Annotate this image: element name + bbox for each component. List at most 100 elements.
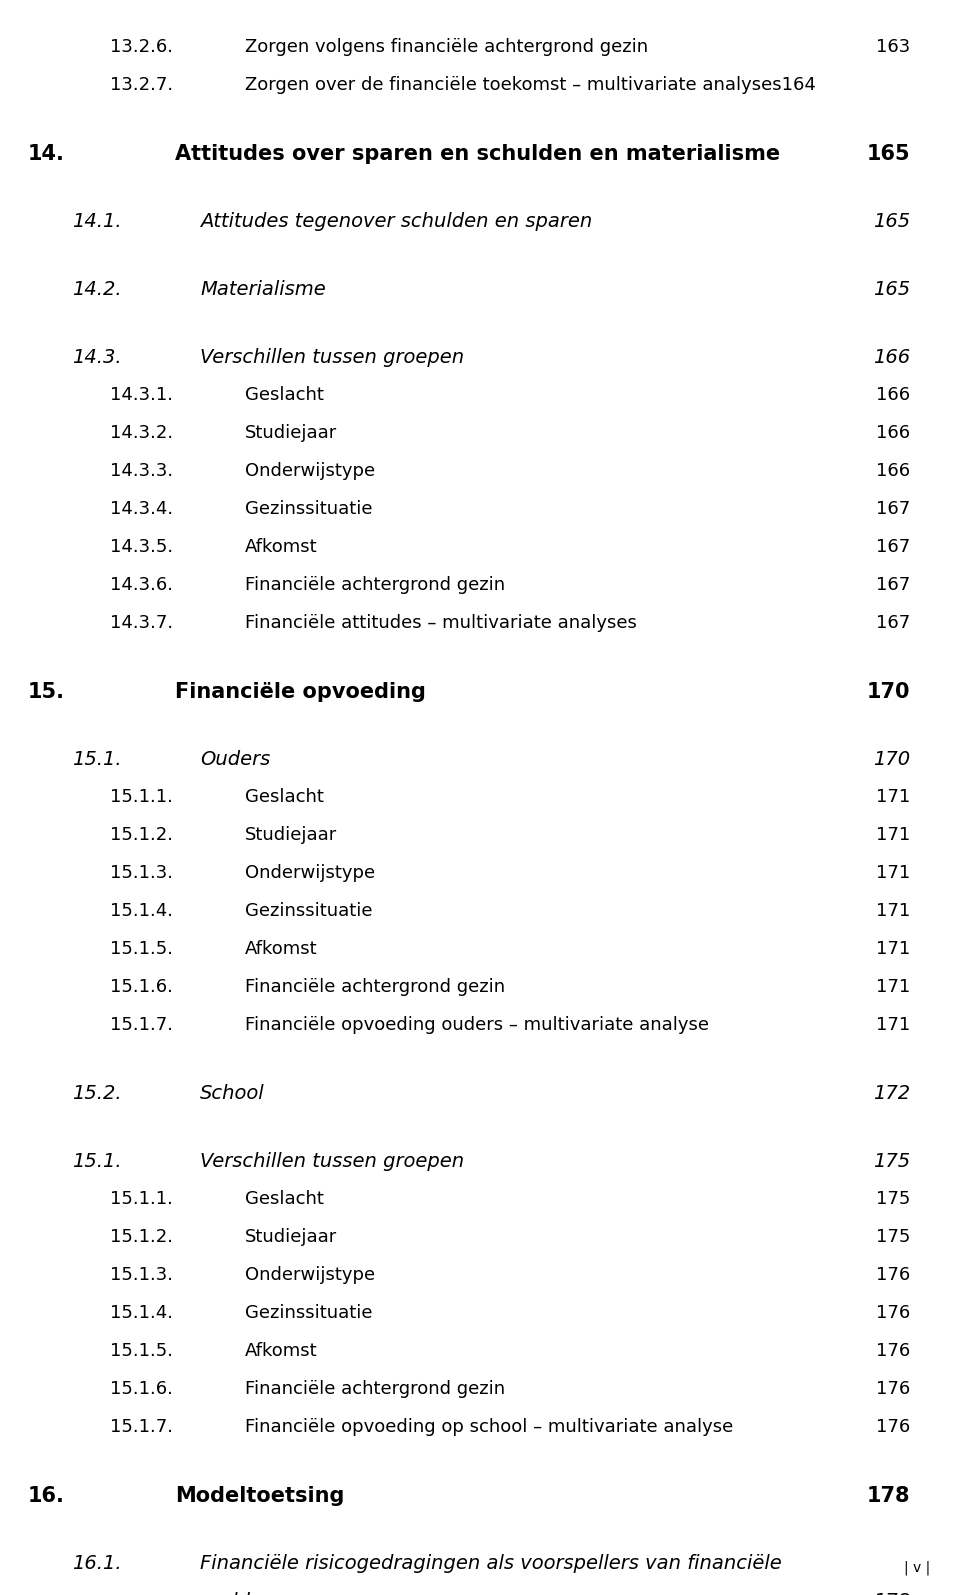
Text: 14.3.3.: 14.3.3. [110,463,173,480]
Text: 167: 167 [876,576,910,593]
Text: 16.1.: 16.1. [72,1554,122,1573]
Text: 171: 171 [876,864,910,882]
Text: 166: 166 [873,348,910,367]
Text: Afkomst: Afkomst [245,538,318,557]
Text: Geslacht: Geslacht [245,788,324,805]
Text: 171: 171 [876,826,910,844]
Text: 14.: 14. [28,144,65,164]
Text: 13.2.6.: 13.2.6. [110,38,173,56]
Text: Gezinssituatie: Gezinssituatie [245,1305,372,1322]
Text: 15.1.6.: 15.1.6. [110,978,173,995]
Text: Ouders: Ouders [200,750,271,769]
Text: 14.3.4.: 14.3.4. [110,499,173,518]
Text: 166: 166 [876,463,910,480]
Text: Financiële attitudes – multivariate analyses: Financiële attitudes – multivariate anal… [245,614,636,632]
Text: 171: 171 [876,788,910,805]
Text: | v |: | v | [903,1560,930,1574]
Text: 176: 176 [876,1305,910,1322]
Text: 14.3.: 14.3. [72,348,122,367]
Text: Studiejaar: Studiejaar [245,424,337,442]
Text: 15.1.: 15.1. [72,1152,122,1171]
Text: 176: 176 [876,1380,910,1397]
Text: 15.: 15. [28,683,65,702]
Text: 15.1.3.: 15.1.3. [110,864,173,882]
Text: 14.2.: 14.2. [72,281,122,298]
Text: 14.1.: 14.1. [72,212,122,231]
Text: 15.2.: 15.2. [72,1085,122,1104]
Text: 15.1.1.: 15.1.1. [110,1190,173,1207]
Text: 14.3.7.: 14.3.7. [110,614,173,632]
Text: 15.1.7.: 15.1.7. [110,1418,173,1436]
Text: 16.: 16. [28,1487,65,1506]
Text: 167: 167 [876,538,910,557]
Text: 171: 171 [876,903,910,920]
Text: 165: 165 [866,144,910,164]
Text: Studiejaar: Studiejaar [245,826,337,844]
Text: 170: 170 [873,750,910,769]
Text: Afkomst: Afkomst [245,1341,318,1361]
Text: Financiële achtergrond gezin: Financiële achtergrond gezin [245,978,505,995]
Text: 170: 170 [867,683,910,702]
Text: 15.1.6.: 15.1.6. [110,1380,173,1397]
Text: Financiële opvoeding ouders – multivariate analyse: Financiële opvoeding ouders – multivaria… [245,1016,709,1034]
Text: 15.1.: 15.1. [72,750,122,769]
Text: 15.1.4.: 15.1.4. [110,903,173,920]
Text: 14.3.5.: 14.3.5. [110,538,173,557]
Text: 15.1.3.: 15.1.3. [110,1266,173,1284]
Text: Financiële risicogedragingen als voorspellers van financiële: Financiële risicogedragingen als voorspe… [200,1554,781,1573]
Text: Geslacht: Geslacht [245,386,324,404]
Text: 15.1.5.: 15.1.5. [110,1341,173,1361]
Text: Geslacht: Geslacht [245,1190,324,1207]
Text: Verschillen tussen groepen: Verschillen tussen groepen [200,348,464,367]
Text: Verschillen tussen groepen: Verschillen tussen groepen [200,1152,464,1171]
Text: Attitudes over sparen en schulden en materialisme: Attitudes over sparen en schulden en mat… [175,144,780,164]
Text: Financiële opvoeding op school – multivariate analyse: Financiële opvoeding op school – multiva… [245,1418,733,1436]
Text: Zorgen volgens financiële achtergrond gezin: Zorgen volgens financiële achtergrond ge… [245,38,648,56]
Text: Afkomst: Afkomst [245,939,318,959]
Text: 165: 165 [873,212,910,231]
Text: Modeltoetsing: Modeltoetsing [175,1487,345,1506]
Text: 167: 167 [876,614,910,632]
Text: 172: 172 [873,1085,910,1104]
Text: 166: 166 [876,386,910,404]
Text: 15.1.2.: 15.1.2. [110,1228,173,1246]
Text: Onderwijstype: Onderwijstype [245,463,375,480]
Text: 171: 171 [876,939,910,959]
Text: Onderwijstype: Onderwijstype [245,864,375,882]
Text: Materialisme: Materialisme [200,281,325,298]
Text: 166: 166 [876,424,910,442]
Text: Onderwijstype: Onderwijstype [245,1266,375,1284]
Text: 14.3.6.: 14.3.6. [110,576,173,593]
Text: Financiële opvoeding: Financiële opvoeding [175,683,426,702]
Text: 15.1.4.: 15.1.4. [110,1305,173,1322]
Text: 175: 175 [876,1190,910,1207]
Text: 175: 175 [876,1228,910,1246]
Text: 176: 176 [876,1418,910,1436]
Text: Gezinssituatie: Gezinssituatie [245,499,372,518]
Text: School: School [200,1085,265,1104]
Text: 175: 175 [873,1152,910,1171]
Text: Financiële achtergrond gezin: Financiële achtergrond gezin [245,1380,505,1397]
Text: Attitudes tegenover schulden en sparen: Attitudes tegenover schulden en sparen [200,212,592,231]
Text: 15.1.7.: 15.1.7. [110,1016,173,1034]
Text: problemen: problemen [200,1592,305,1595]
Text: 15.1.5.: 15.1.5. [110,939,173,959]
Text: Financiële achtergrond gezin: Financiële achtergrond gezin [245,576,505,593]
Text: Gezinssituatie: Gezinssituatie [245,903,372,920]
Text: 178: 178 [867,1487,910,1506]
Text: 176: 176 [876,1266,910,1284]
Text: 176: 176 [876,1341,910,1361]
Text: 163: 163 [876,38,910,56]
Text: 14.3.2.: 14.3.2. [110,424,173,442]
Text: Studiejaar: Studiejaar [245,1228,337,1246]
Text: 14.3.1.: 14.3.1. [110,386,173,404]
Text: 171: 171 [876,1016,910,1034]
Text: 13.2.7.: 13.2.7. [110,77,173,94]
Text: 15.1.2.: 15.1.2. [110,826,173,844]
Text: 167: 167 [876,499,910,518]
Text: Zorgen over de financiële toekomst – multivariate analyses164: Zorgen over de financiële toekomst – mul… [245,77,816,94]
Text: 178: 178 [873,1592,910,1595]
Text: 165: 165 [873,281,910,298]
Text: 15.1.1.: 15.1.1. [110,788,173,805]
Text: 171: 171 [876,978,910,995]
